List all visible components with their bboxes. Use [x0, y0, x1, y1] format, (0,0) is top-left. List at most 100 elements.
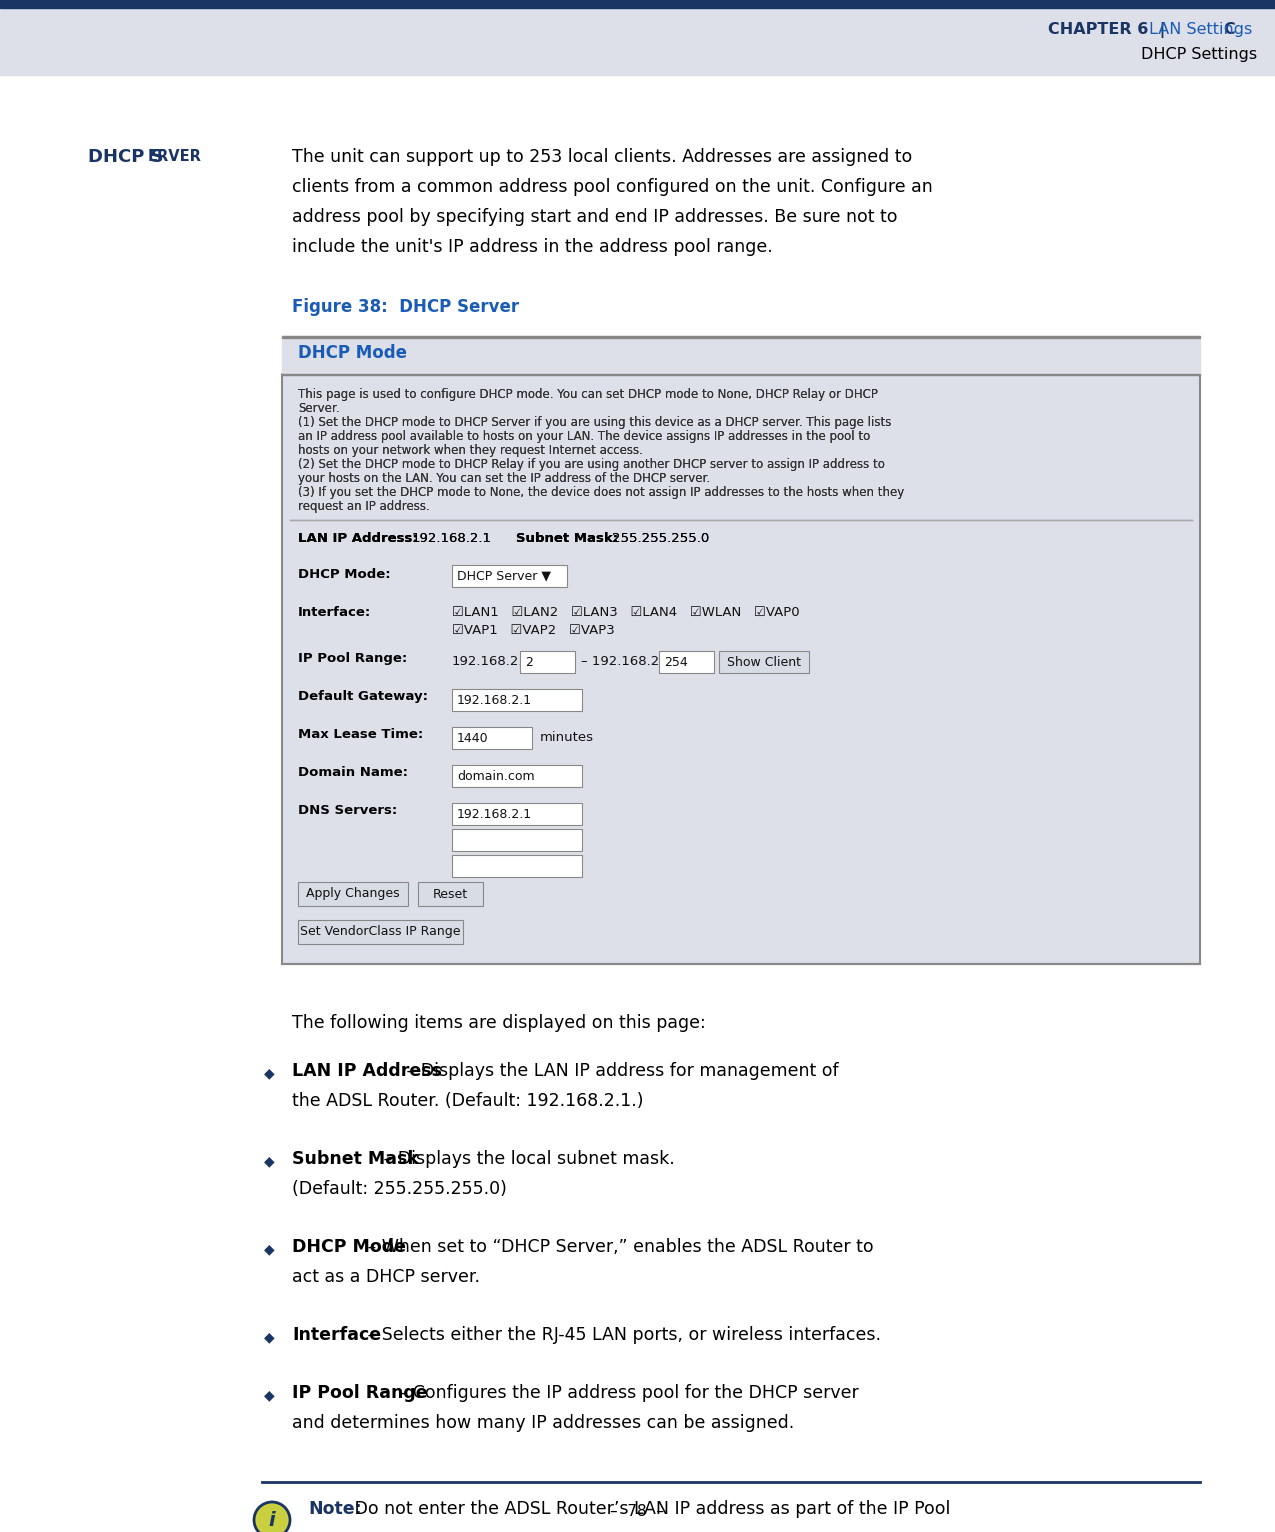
Text: Default Gateway:: Default Gateway:: [298, 689, 428, 703]
Text: hosts on your network when they request Internet access.: hosts on your network when they request …: [298, 444, 643, 457]
Text: and determines how many IP addresses can be assigned.: and determines how many IP addresses can…: [292, 1414, 794, 1432]
Text: ◆: ◆: [264, 1066, 274, 1080]
Text: ERVER: ERVER: [148, 149, 201, 164]
Text: ◆: ◆: [264, 1388, 274, 1402]
Text: Max Lease Time:: Max Lease Time:: [298, 728, 423, 741]
Text: clients from a common address pool configured on the unit. Configure an: clients from a common address pool confi…: [292, 178, 933, 196]
Text: ☑VAP1   ☑VAP2   ☑VAP3: ☑VAP1 ☑VAP2 ☑VAP3: [453, 624, 615, 637]
Bar: [453, 728, 532, 749]
Text: the ADSL Router. (Default: 192.168.2.1.): the ADSL Router. (Default: 192.168.2.1.): [292, 1092, 644, 1111]
Bar: [659, 651, 714, 673]
Text: DHCP S: DHCP S: [88, 149, 163, 165]
Text: Show Client: Show Client: [727, 656, 801, 668]
Text: ☑LAN1   ☑LAN2   ☑LAN3   ☑LAN4   ☑WLAN   ☑VAP0: ☑LAN1 ☑LAN2 ☑LAN3 ☑LAN4 ☑WLAN ☑VAP0: [453, 607, 799, 619]
Text: (3) If you set the DHCP mode to None, the device does not assign IP addresses to: (3) If you set the DHCP mode to None, th…: [298, 486, 904, 499]
Text: range.: range.: [309, 1530, 365, 1532]
Text: request an IP address.: request an IP address.: [298, 499, 430, 513]
Bar: [0, 0, 1275, 8]
Text: LAN IP Address:: LAN IP Address:: [298, 532, 422, 545]
Text: DHCP Mode:: DHCP Mode:: [298, 568, 390, 581]
Text: request an IP address.: request an IP address.: [298, 499, 430, 513]
Text: – 192.168.2.: – 192.168.2.: [581, 656, 663, 668]
Text: 192.168.2.: 192.168.2.: [453, 656, 524, 668]
Text: (3) If you set the DHCP mode to None, the device does not assign IP addresses to: (3) If you set the DHCP mode to None, th…: [298, 486, 904, 499]
Text: DHCP Server ▼: DHCP Server ▼: [456, 570, 551, 582]
Text: This page is used to configure DHCP mode. You can set DHCP mode to None, DHCP Re: This page is used to configure DHCP mode…: [298, 388, 878, 401]
Text: ◆: ◆: [264, 1154, 274, 1167]
Text: Interface: Interface: [292, 1327, 381, 1344]
Text: –  78  –: – 78 –: [611, 1504, 664, 1520]
Bar: [453, 855, 581, 876]
Text: Figure 38:  DHCP Server: Figure 38: DHCP Server: [292, 299, 519, 316]
Text: 192.168.2.1: 192.168.2.1: [412, 532, 492, 545]
Text: ◆: ◆: [264, 1330, 274, 1344]
Text: (2) Set the DHCP mode to DHCP Relay if you are using another DHCP server to assi: (2) Set the DHCP mode to DHCP Relay if y…: [298, 458, 885, 470]
Text: minutes: minutes: [541, 731, 594, 745]
Bar: [298, 882, 408, 905]
Text: IP Pool Range:: IP Pool Range:: [298, 653, 407, 665]
Text: This page is used to configure DHCP mode. You can set DHCP mode to None, DHCP Re: This page is used to configure DHCP mode…: [298, 388, 878, 401]
Text: 1440: 1440: [456, 731, 488, 745]
Bar: [453, 689, 581, 711]
Text: (1) Set the DHCP mode to DHCP Server if you are using this device as a DHCP serv: (1) Set the DHCP mode to DHCP Server if …: [298, 417, 891, 429]
Bar: [719, 651, 810, 673]
Text: hosts on your network when they request Internet access.: hosts on your network when they request …: [298, 444, 643, 457]
Text: C: C: [1223, 21, 1235, 37]
Bar: [0, 0, 1275, 75]
Text: 192.168.2.1: 192.168.2.1: [456, 694, 532, 706]
Text: include the unit's IP address in the address pool range.: include the unit's IP address in the add…: [292, 237, 773, 256]
Text: – Displays the LAN IP address for management of: – Displays the LAN IP address for manage…: [402, 1062, 839, 1080]
Text: LAN IP Address: LAN IP Address: [292, 1062, 442, 1080]
Text: DHCP Mode: DHCP Mode: [298, 345, 407, 362]
Text: Server.: Server.: [298, 401, 339, 415]
Bar: [453, 829, 581, 850]
Text: ◆: ◆: [264, 1242, 274, 1256]
Text: – Displays the local subnet mask.: – Displays the local subnet mask.: [377, 1151, 674, 1167]
Bar: [453, 764, 581, 787]
Text: Server.: Server.: [298, 401, 339, 415]
Text: 192.168.2.1: 192.168.2.1: [412, 532, 492, 545]
Text: domain.com: domain.com: [456, 769, 534, 783]
Text: act as a DHCP server.: act as a DHCP server.: [292, 1268, 479, 1285]
Text: Subnet Mask: Subnet Mask: [292, 1151, 419, 1167]
Text: (2) Set the DHCP mode to DHCP Relay if you are using another DHCP server to assi: (2) Set the DHCP mode to DHCP Relay if y…: [298, 458, 885, 470]
Bar: [282, 336, 1200, 374]
Text: DNS Servers:: DNS Servers:: [298, 804, 398, 817]
Text: LAN IP Address:: LAN IP Address:: [298, 532, 422, 545]
Text: 2: 2: [525, 656, 533, 668]
Text: – Selects either the RJ-45 LAN ports, or wireless interfaces.: – Selects either the RJ-45 LAN ports, or…: [362, 1327, 881, 1344]
Bar: [418, 882, 483, 905]
Text: (Default: 255.255.255.0): (Default: 255.255.255.0): [292, 1180, 507, 1198]
Bar: [298, 921, 463, 944]
Text: i: i: [269, 1511, 275, 1529]
Text: Interface:: Interface:: [298, 607, 371, 619]
Text: Apply Changes: Apply Changes: [306, 887, 400, 901]
Text: DHCP Settings: DHCP Settings: [1141, 47, 1257, 61]
Text: Do not enter the ADSL Router’s LAN IP address as part of the IP Pool: Do not enter the ADSL Router’s LAN IP ad…: [349, 1500, 950, 1518]
Text: Note:: Note:: [309, 1500, 362, 1518]
Text: Subnet Mask:: Subnet Mask:: [502, 532, 622, 545]
Text: Domain Name:: Domain Name:: [298, 766, 408, 778]
Text: LAN Settings: LAN Settings: [1149, 21, 1252, 37]
Text: The following items are displayed on this page:: The following items are displayed on thi…: [292, 1014, 706, 1033]
Text: 254: 254: [664, 656, 687, 668]
Text: CHAPTER 6  |: CHAPTER 6 |: [1048, 21, 1177, 38]
Text: address pool by specifying start and end IP addresses. Be sure not to: address pool by specifying start and end…: [292, 208, 898, 227]
Bar: [453, 803, 581, 826]
Text: 255.255.255.0: 255.255.255.0: [612, 532, 709, 545]
Circle shape: [254, 1501, 289, 1532]
Text: DHCP Mode: DHCP Mode: [292, 1238, 405, 1256]
Text: – Configures the IP address pool for the DHCP server: – Configures the IP address pool for the…: [394, 1383, 859, 1402]
Text: an IP address pool available to hosts on your LAN. The device assigns IP address: an IP address pool available to hosts on…: [298, 430, 871, 443]
Bar: [453, 565, 567, 587]
Text: 255.255.255.0: 255.255.255.0: [612, 532, 709, 545]
Text: IP Pool Range: IP Pool Range: [292, 1383, 427, 1402]
Text: Set VendorClass IP Range: Set VendorClass IP Range: [300, 925, 460, 939]
Bar: [520, 651, 575, 673]
Text: Reset: Reset: [434, 887, 468, 901]
Text: (1) Set the DHCP mode to DHCP Server if you are using this device as a DHCP serv: (1) Set the DHCP mode to DHCP Server if …: [298, 417, 891, 429]
Text: your hosts on the LAN. You can set the IP address of the DHCP server.: your hosts on the LAN. You can set the I…: [298, 472, 710, 486]
Text: The unit can support up to 253 local clients. Addresses are assigned to: The unit can support up to 253 local cli…: [292, 149, 912, 165]
Text: – When set to “DHCP Server,” enables the ADSL Router to: – When set to “DHCP Server,” enables the…: [362, 1238, 873, 1256]
Text: Subnet Mask:: Subnet Mask:: [502, 532, 622, 545]
